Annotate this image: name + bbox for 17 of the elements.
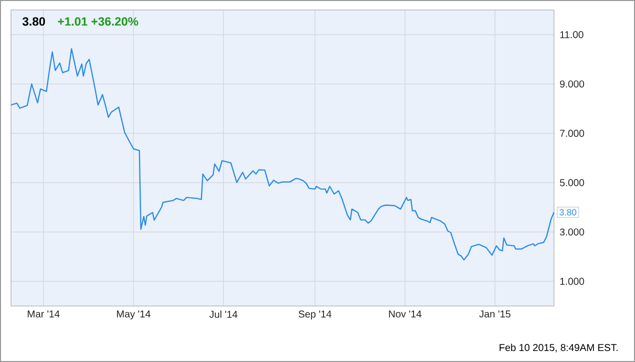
y-tick-label: 9.000 xyxy=(560,80,584,88)
y-tick-label: 3.000 xyxy=(560,228,584,236)
x-tick-label: Jul '14 xyxy=(209,310,238,318)
y-tick-label: 7.000 xyxy=(560,130,584,137)
text: Feb 10 2015, 8:49AM EST. xyxy=(500,344,618,352)
chart-title: 3.80 xyxy=(22,17,45,26)
chart-subtitle: +1.01 +36.20% xyxy=(58,17,138,26)
x-tick-label: Mar '14 xyxy=(28,310,60,318)
x-tick-label: Jan '15 xyxy=(479,310,510,318)
x-tick-label: May '14 xyxy=(117,310,150,320)
annotation: 3.80 xyxy=(560,209,576,216)
y-tick-label: 5.000 xyxy=(560,179,584,186)
y-tick-label: 1.000 xyxy=(560,278,584,285)
line-series xyxy=(10,48,555,260)
x-tick-label: Sep '14 xyxy=(298,310,332,320)
y-tick-label: 11.00 xyxy=(560,31,584,38)
x-tick-label: Nov '14 xyxy=(389,310,422,318)
